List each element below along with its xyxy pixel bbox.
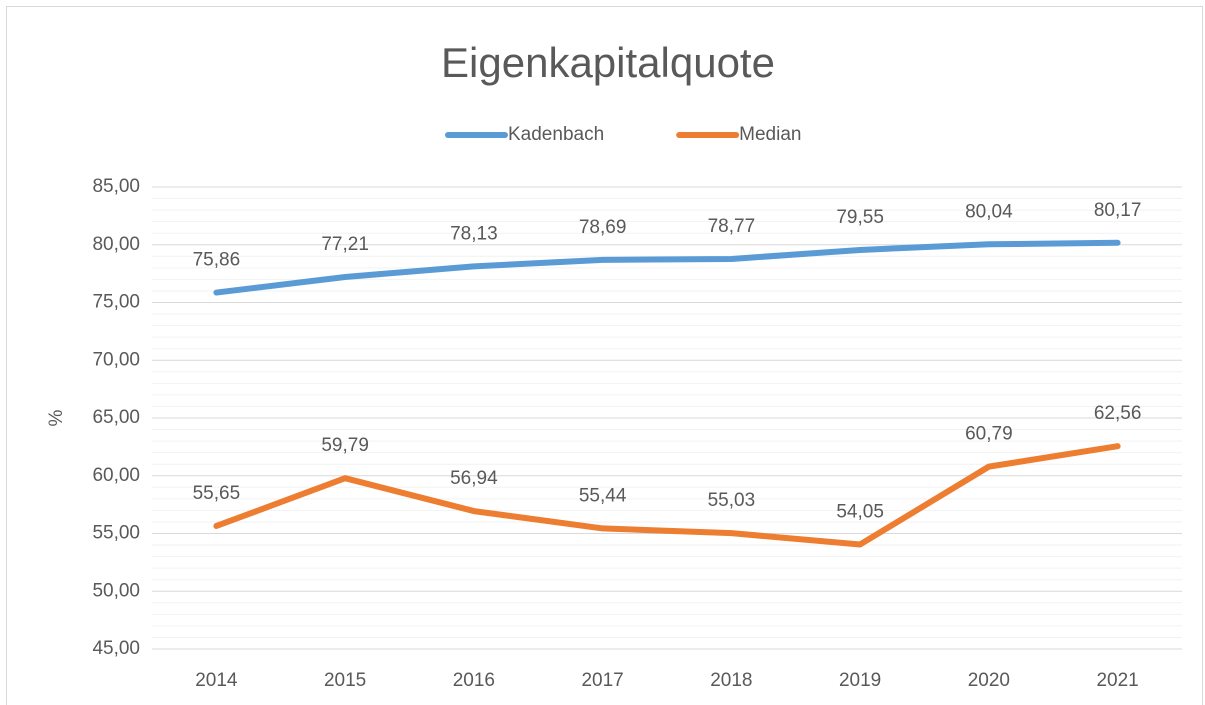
y-tick-label: 50,00: [92, 580, 140, 601]
x-tick-label: 2020: [968, 670, 1010, 691]
series-line: [213, 239, 1121, 296]
x-tick-label: 2018: [710, 670, 752, 691]
data-label: 77,21: [321, 234, 369, 255]
data-label: 56,94: [450, 468, 498, 489]
y-tick-label: 70,00: [92, 349, 140, 370]
data-label: 78,13: [450, 223, 498, 244]
y-tick-label: 85,00: [92, 176, 140, 197]
data-label: 55,03: [708, 490, 756, 511]
chart-title: Eigenkapitalquote: [441, 39, 775, 86]
y-tick-label: 45,00: [92, 638, 140, 659]
series-line: [213, 443, 1121, 548]
y-tick-label: 75,00: [92, 292, 140, 313]
y-tick-label: 60,00: [92, 465, 140, 486]
legend-label: Kadenbach: [508, 124, 604, 145]
x-tick-label: 2021: [1096, 670, 1138, 691]
x-tick-label: 2015: [324, 670, 366, 691]
chart-border: [6, 6, 1203, 705]
x-tick-label: 2016: [453, 670, 495, 691]
data-label: 75,86: [193, 250, 241, 271]
data-label: 78,69: [579, 217, 627, 238]
x-tick-label: 2017: [581, 670, 623, 691]
data-label: 54,05: [836, 501, 884, 522]
data-label: 59,79: [321, 435, 369, 456]
data-label: 55,65: [193, 483, 241, 504]
data-label: 55,44: [579, 485, 627, 506]
data-label: 80,17: [1094, 200, 1142, 221]
data-label: 79,55: [836, 207, 884, 228]
x-tick-label: 2019: [839, 670, 881, 691]
data-label: 78,77: [708, 216, 756, 237]
y-tick-label: 55,00: [92, 523, 140, 544]
data-label: 80,04: [965, 201, 1013, 222]
data-label: 60,79: [965, 424, 1013, 445]
data-label: 62,56: [1094, 403, 1142, 424]
y-tick-label: 65,00: [92, 407, 140, 428]
x-tick-label: 2014: [195, 670, 238, 691]
y-axis-label: %: [46, 409, 67, 426]
y-tick-label: 80,00: [92, 234, 140, 255]
legend-label: Median: [739, 124, 801, 145]
